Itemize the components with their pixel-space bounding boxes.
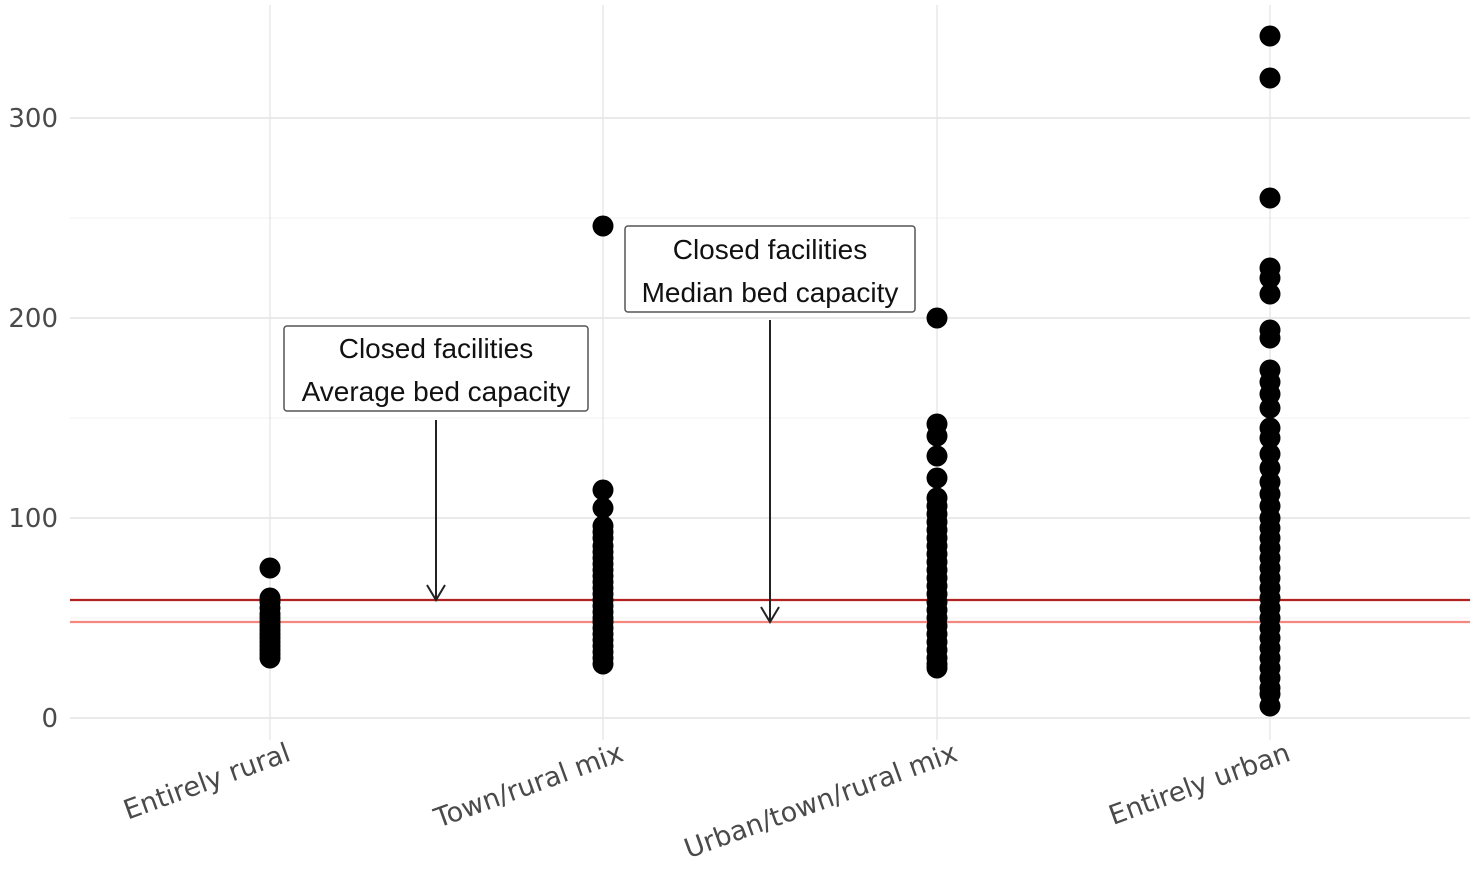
annotation-average-arrowhead	[426, 584, 446, 602]
y-tick-label: 200	[8, 304, 58, 334]
data-point	[592, 653, 614, 675]
data-point	[1259, 397, 1281, 419]
y-tick-label: 0	[41, 704, 58, 734]
data-point	[926, 425, 948, 447]
annotation-median-box	[624, 225, 916, 313]
data-point	[926, 445, 948, 467]
annotation-median-line2: Median bed capacity	[642, 277, 899, 308]
x-tick-label: Entirely urban	[1105, 737, 1295, 831]
y-axis-ticks: 0 100 200 300	[8, 104, 58, 734]
x-tick-label: Town/rural mix	[429, 737, 627, 834]
data-point	[1259, 267, 1281, 289]
annotation-average-box	[283, 325, 589, 412]
y-tick-label: 300	[8, 104, 58, 134]
data-point	[1259, 283, 1281, 305]
y-tick-label: 100	[8, 504, 58, 534]
data-point	[1259, 187, 1281, 209]
x-tick-label: Entirely rural	[120, 737, 295, 826]
data-point	[1259, 695, 1281, 717]
data-points	[259, 25, 1281, 717]
data-point	[259, 647, 281, 669]
data-point	[1259, 67, 1281, 89]
data-point	[592, 479, 614, 501]
data-point	[1259, 427, 1281, 449]
annotation-average-line2: Average bed capacity	[302, 376, 571, 407]
annotation-average-line1: Closed facilities	[339, 333, 534, 364]
data-point	[926, 467, 948, 489]
x-tick-label: Urban/town/rural mix	[680, 737, 961, 865]
annotation-average: Closed facilities Average bed capacity	[283, 325, 589, 602]
data-point	[592, 215, 614, 237]
annotation-median-arrowhead	[760, 606, 780, 624]
annotation-median-line1: Closed facilities	[673, 234, 868, 265]
data-point	[592, 497, 614, 519]
annotation-median: Closed facilities Median bed capacity	[624, 225, 916, 624]
data-point	[1259, 25, 1281, 47]
data-point	[926, 657, 948, 679]
data-point	[926, 307, 948, 329]
data-point	[1259, 327, 1281, 349]
data-point	[259, 557, 281, 579]
x-axis-ticks: Entirely rural Town/rural mix Urban/town/r…	[120, 737, 1295, 865]
